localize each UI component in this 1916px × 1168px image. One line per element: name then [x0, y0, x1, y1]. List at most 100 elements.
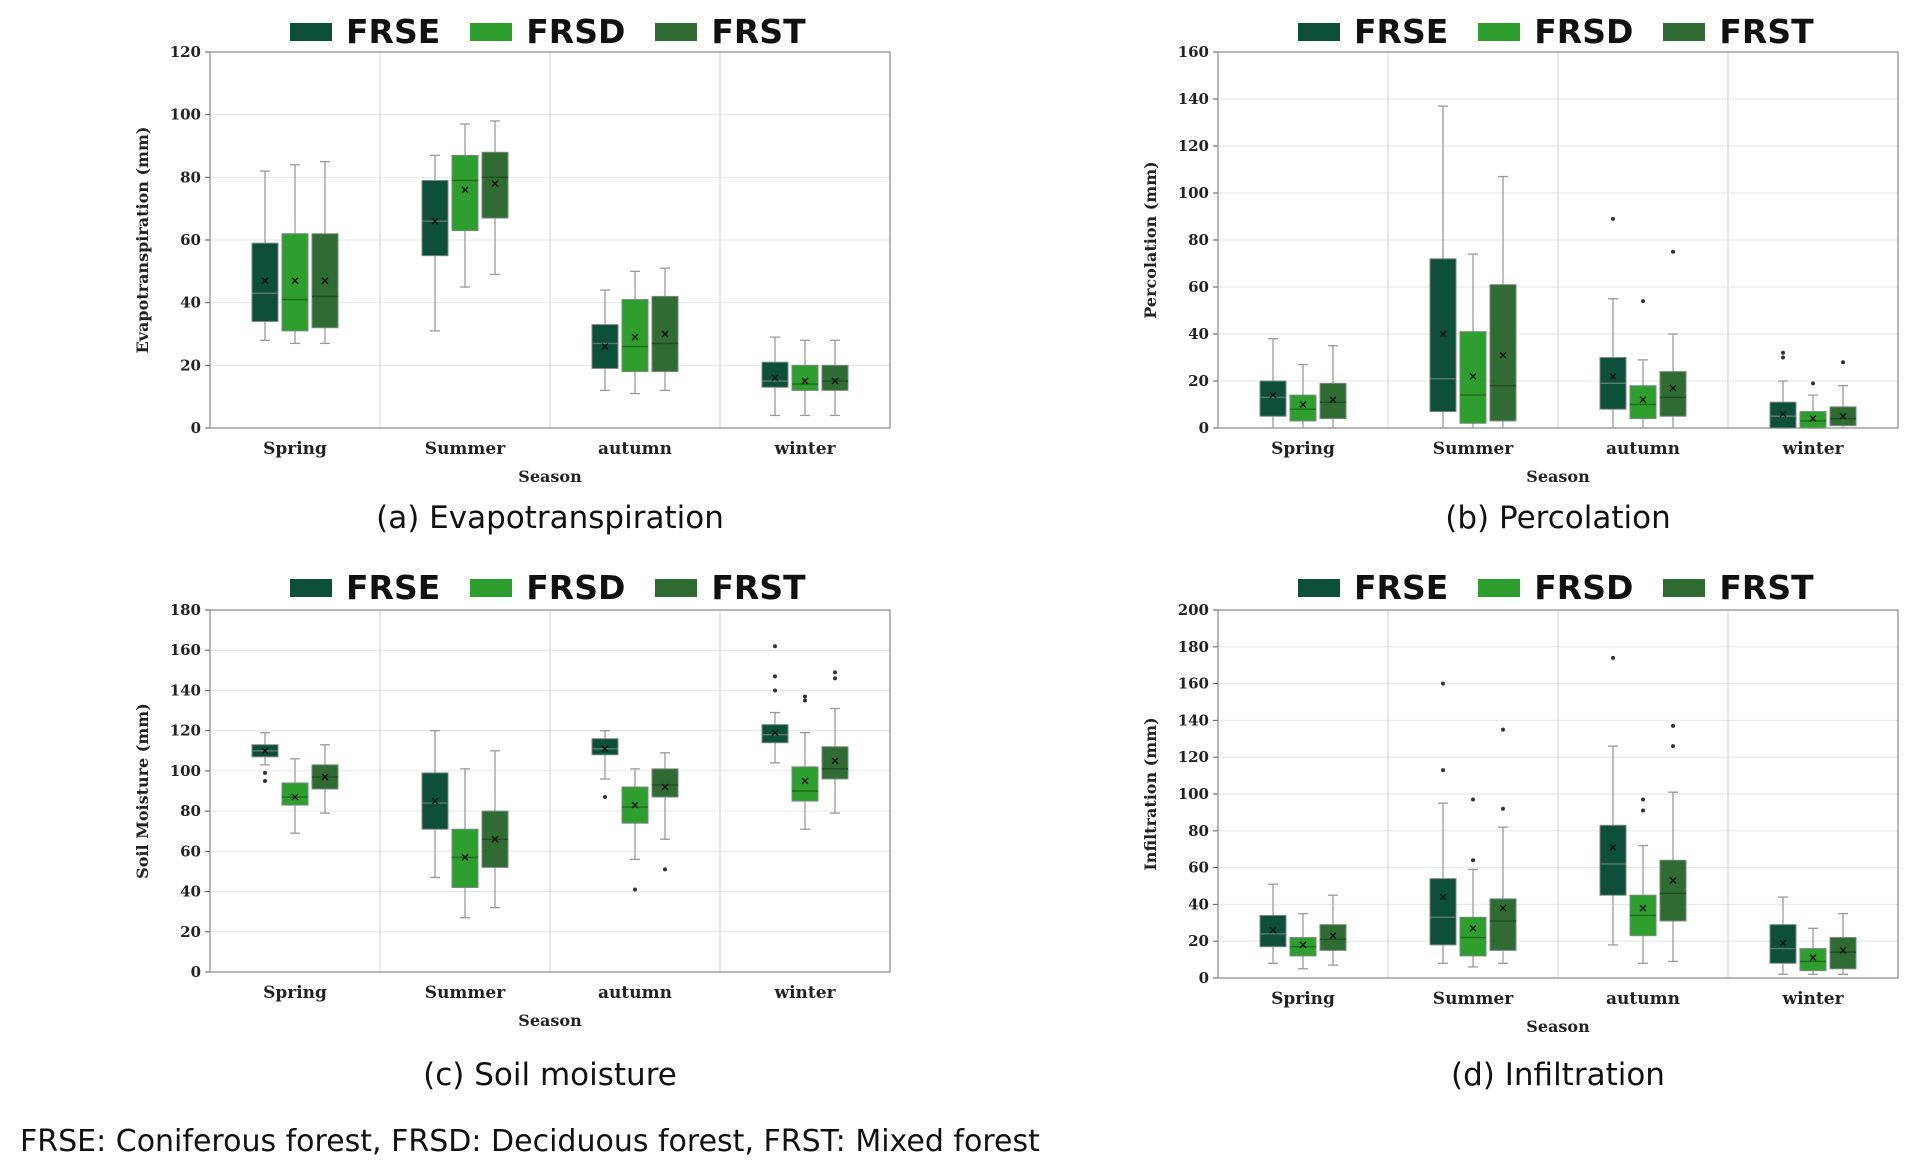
y-tick-label: 80: [180, 168, 201, 186]
box-frst-spring: [1319, 345, 1347, 429]
outlier-point: [1611, 655, 1615, 660]
mean-marker: [1839, 946, 1847, 954]
box-iqr: [1289, 394, 1317, 422]
box-frsd-spring: [281, 164, 309, 345]
outlier-point: [803, 698, 807, 703]
outlier-point: [633, 887, 637, 892]
box-iqr: [1459, 331, 1487, 424]
legend-label: FRST: [711, 12, 806, 51]
box-frst-spring: [311, 161, 339, 345]
outlier-point: [1441, 768, 1445, 773]
outlier-point: [1781, 350, 1785, 355]
x-axis-title: Season: [1526, 1017, 1590, 1036]
box-frse-summer: [421, 154, 449, 332]
box-iqr: [1799, 948, 1827, 972]
y-tick-label: 140: [170, 681, 201, 699]
box-iqr: [1429, 258, 1457, 413]
mean-marker: [321, 277, 329, 285]
x-tick-label: winter: [773, 439, 836, 459]
box-frst-winter: [821, 670, 849, 814]
outlier-point: [803, 694, 807, 699]
legend-swatch: [290, 578, 332, 597]
mean-marker: [1669, 877, 1677, 884]
mean-marker: [491, 835, 499, 843]
box-frst-summer: [1489, 727, 1517, 964]
outlier-point: [263, 770, 267, 775]
box-iqr: [761, 361, 789, 388]
box-iqr: [1259, 914, 1287, 948]
box-iqr: [251, 242, 279, 322]
mean-marker: [771, 374, 779, 382]
mean-marker: [1469, 372, 1477, 380]
y-axis-title: Evapotranspiration (mm): [133, 127, 152, 354]
outlier-point: [1671, 249, 1675, 254]
box-frst-summer: [481, 120, 509, 276]
legend-swatch: [1478, 22, 1521, 41]
box-iqr: [621, 299, 649, 373]
chart-c: 0 20 40 60 80 100 120 140 160 180 Spring Summer autu…: [133, 604, 891, 1030]
box-frsd-summer: [451, 768, 479, 919]
box-frst-winter: [1829, 360, 1857, 429]
x-tick-label: winter: [773, 983, 836, 1003]
box-iqr: [1829, 937, 1857, 970]
box-frsd-winter: [1799, 381, 1827, 429]
mean-marker: [1639, 904, 1647, 912]
mean-marker: [321, 773, 329, 781]
y-tick-label: 120: [1178, 748, 1209, 766]
box-frse-spring: [251, 170, 279, 341]
box-frse-winter: [761, 644, 789, 764]
legend-swatch: [655, 22, 698, 41]
chart-b: 0 20 40 60 80 100 120 140 160 Spring Summer autumn w…: [1141, 46, 1899, 486]
y-tick-label: 0: [191, 963, 201, 981]
box-iqr: [791, 766, 819, 802]
mean-marker: [1609, 372, 1617, 380]
box-frsd-winter: [1799, 927, 1827, 975]
box-iqr: [1459, 916, 1487, 957]
mean-marker: [1299, 401, 1307, 408]
legend-d: FRSE FRSD FRST: [1298, 568, 1844, 607]
mean-marker: [1639, 396, 1647, 404]
outlier-point: [1471, 797, 1475, 802]
x-tick-label: winter: [1781, 989, 1844, 1009]
mean-marker: [801, 377, 809, 385]
box-frsd-autumn: [1629, 299, 1657, 429]
legend-label: FRSE: [346, 12, 441, 51]
legend-item-frst: FRST: [1663, 12, 1814, 51]
outlier-point: [773, 688, 777, 693]
box-iqr: [1659, 859, 1687, 922]
legend-b: FRSE FRSD FRST: [1298, 12, 1844, 51]
mean-marker: [1839, 412, 1847, 420]
legend-label: FRSD: [1534, 12, 1634, 51]
legend-swatch: [1663, 22, 1706, 41]
box-iqr: [1429, 878, 1457, 946]
caption-c: (c) Soil moisture: [423, 1057, 677, 1093]
outlier-point: [833, 670, 837, 675]
chart-a: 0 20 40 60 80 100 120 Spring Summer autumn winter S…: [133, 46, 891, 486]
y-tick-label: 20: [180, 923, 201, 941]
y-tick-label: 100: [170, 106, 201, 124]
box-frse-autumn: [591, 730, 619, 800]
mean-marker: [1499, 904, 1507, 912]
box-frse-spring: [251, 732, 279, 783]
mean-marker: [1469, 924, 1477, 932]
box-iqr: [1489, 898, 1517, 951]
legend-swatch: [290, 22, 332, 41]
y-tick-label: 100: [170, 762, 201, 780]
x-tick-label: Summer: [425, 983, 506, 1003]
box-frst-spring: [1319, 894, 1347, 966]
box-iqr: [1319, 382, 1347, 420]
outlier-point: [833, 676, 837, 681]
legend-item-frsd: FRSD: [470, 568, 625, 607]
x-tick-label: Spring: [263, 439, 327, 459]
y-tick-label: 160: [1178, 675, 1209, 693]
mean-marker: [1269, 926, 1277, 934]
outlier-point: [1671, 744, 1675, 749]
y-tick-label: 0: [191, 419, 201, 437]
box-iqr: [421, 179, 449, 257]
box-frse-winter: [761, 336, 789, 417]
box-frse-autumn: [1599, 655, 1627, 946]
mean-marker: [261, 277, 269, 285]
mean-marker: [1439, 893, 1447, 901]
box-frse-spring: [1259, 338, 1287, 429]
outlier-point: [1501, 727, 1505, 732]
